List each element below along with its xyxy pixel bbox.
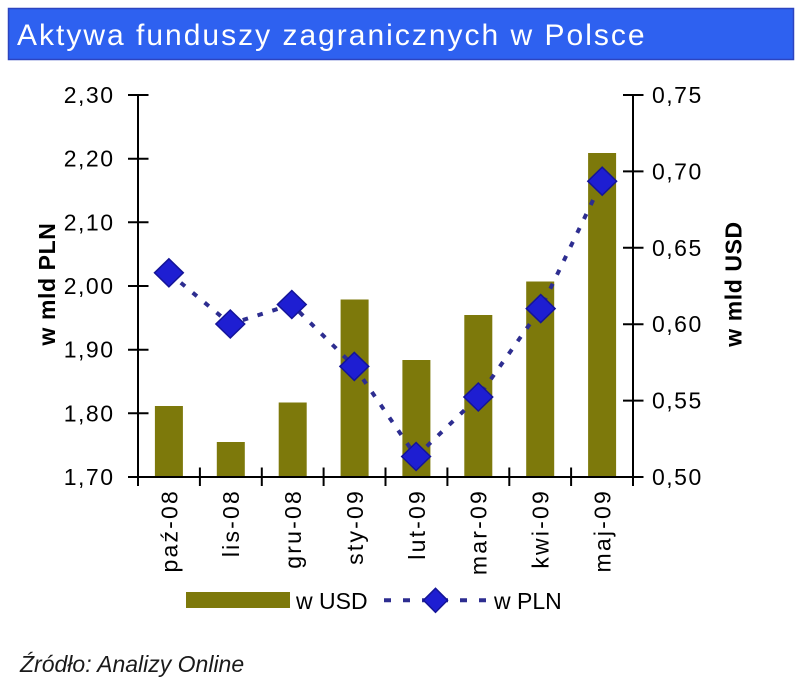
- svg-text:0,55: 0,55: [652, 388, 703, 414]
- svg-text:w mld USD: w mld USD: [721, 221, 747, 348]
- svg-text:2,00: 2,00: [64, 273, 115, 299]
- svg-text:2,30: 2,30: [64, 82, 115, 108]
- svg-text:w PLN: w PLN: [493, 588, 562, 614]
- svg-text:w mld PLN: w mld PLN: [34, 223, 60, 347]
- svg-text:1,70: 1,70: [64, 464, 115, 490]
- svg-text:kwi-09: kwi-09: [528, 489, 554, 569]
- svg-text:0,70: 0,70: [652, 158, 703, 184]
- svg-text:2,10: 2,10: [64, 209, 115, 235]
- svg-text:1,80: 1,80: [64, 400, 115, 426]
- svg-text:sty-09: sty-09: [342, 489, 368, 565]
- svg-text:lis-08: lis-08: [218, 489, 244, 557]
- svg-text:0,75: 0,75: [652, 82, 703, 108]
- svg-text:2,20: 2,20: [64, 146, 115, 172]
- svg-text:w USD: w USD: [295, 588, 368, 614]
- svg-text:1,90: 1,90: [64, 337, 115, 363]
- svg-text:0,60: 0,60: [652, 311, 703, 337]
- svg-text:0,50: 0,50: [652, 464, 703, 490]
- svg-text:Aktywa funduszy zagranicznych: Aktywa funduszy zagranicznych w Polsce: [17, 19, 647, 52]
- svg-text:maj-09: maj-09: [590, 489, 616, 573]
- svg-text:lut-09: lut-09: [404, 489, 430, 560]
- svg-text:0,65: 0,65: [652, 235, 703, 261]
- svg-text:paź-08: paź-08: [156, 489, 182, 573]
- svg-text:Źródło: Analizy Online: Źródło: Analizy Online: [19, 651, 244, 677]
- svg-text:mar-09: mar-09: [466, 489, 492, 575]
- svg-text:gru-08: gru-08: [280, 489, 306, 569]
